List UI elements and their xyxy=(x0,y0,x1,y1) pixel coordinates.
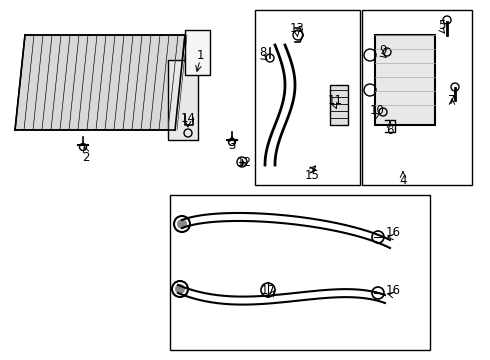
Text: 8: 8 xyxy=(259,45,267,59)
Text: 16: 16 xyxy=(386,284,400,297)
Text: 6: 6 xyxy=(386,123,394,136)
Text: 13: 13 xyxy=(290,22,304,35)
Bar xyxy=(375,35,435,125)
Bar xyxy=(330,85,348,125)
Text: 17: 17 xyxy=(261,284,275,297)
Text: 12: 12 xyxy=(237,156,251,168)
Bar xyxy=(185,30,210,75)
Text: 10: 10 xyxy=(369,104,385,117)
Bar xyxy=(255,10,360,185)
Polygon shape xyxy=(15,35,185,130)
Bar xyxy=(170,195,430,350)
Bar xyxy=(362,10,472,185)
Text: 1: 1 xyxy=(196,49,204,62)
Text: 15: 15 xyxy=(305,168,319,181)
Text: 7: 7 xyxy=(448,94,456,107)
Text: 3: 3 xyxy=(228,139,236,152)
Text: 2: 2 xyxy=(82,150,90,163)
Text: 5: 5 xyxy=(439,18,446,32)
Circle shape xyxy=(177,219,187,229)
Text: 11: 11 xyxy=(327,94,343,107)
Text: 4: 4 xyxy=(399,174,407,186)
Circle shape xyxy=(175,284,185,294)
Text: 14: 14 xyxy=(180,112,196,125)
Bar xyxy=(168,60,198,140)
Text: 16: 16 xyxy=(386,225,400,239)
Text: 9: 9 xyxy=(379,44,387,57)
